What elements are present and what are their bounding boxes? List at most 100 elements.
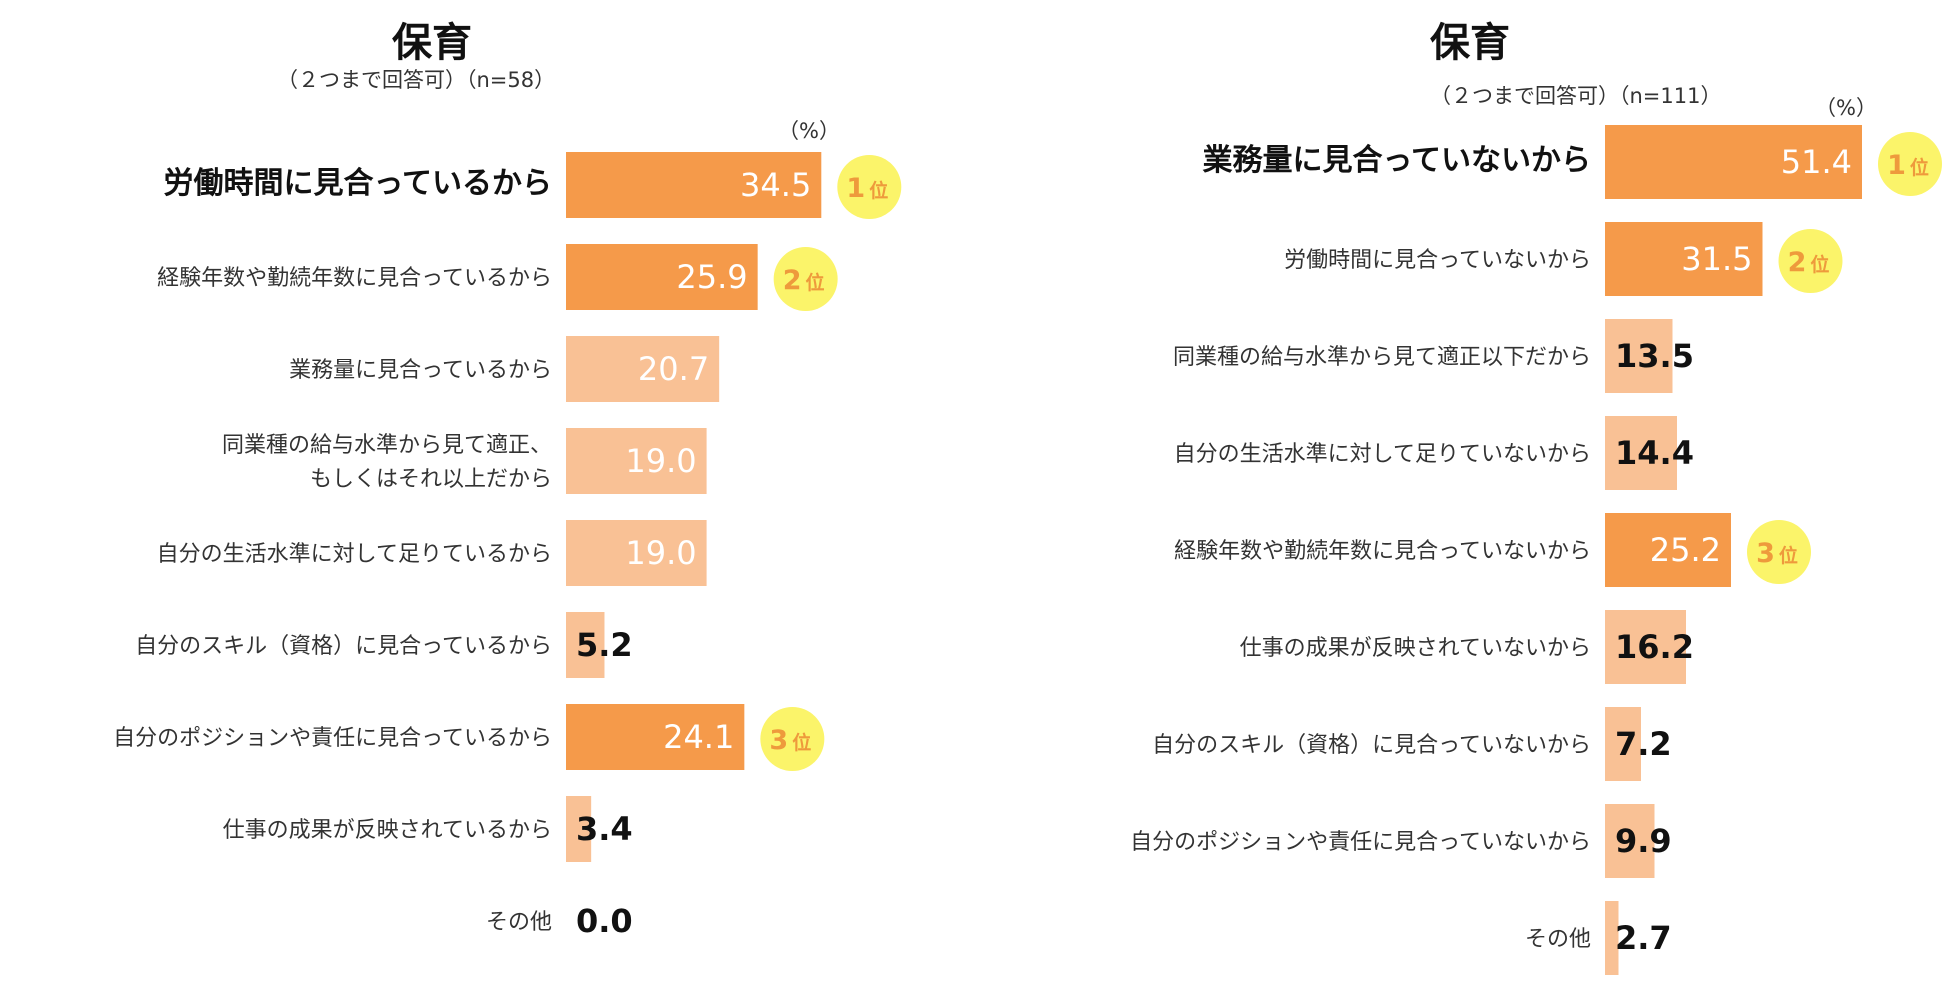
bar (566, 704, 745, 770)
bar (1605, 901, 1619, 975)
category-label: 業務量に見合っていないから (1203, 143, 1592, 178)
category-label: 業務量に見合っているから (289, 358, 552, 383)
category-label-line: 自分の生活水準に対して足りているから (157, 542, 552, 567)
category-label: 自分の生活水準に対して足りているから (157, 542, 552, 567)
category-label: 自分のスキル（資格）に見合っているから (135, 634, 552, 659)
unit-label: （%） (1815, 96, 1877, 120)
value-label: 25.9 (676, 258, 747, 296)
value-label: 25.2 (1650, 531, 1721, 569)
category-label-line: 自分のスキル（資格）に見合っていないから (1152, 733, 1591, 758)
value-label: 51.4 (1781, 143, 1852, 181)
chart-title: 保育 (1430, 20, 1510, 66)
value-label: 19.0 (625, 534, 696, 572)
category-label-line: 業務量に見合っていないから (1203, 143, 1592, 178)
value-label: 9.9 (1615, 822, 1672, 860)
rank-number: 3 (1756, 538, 1775, 569)
category-label: 労働時間に見合っているから (164, 166, 553, 201)
category-label-line: 仕事の成果が反映されていないから (1240, 636, 1591, 661)
category-label-line: その他 (486, 910, 552, 935)
bar (566, 796, 592, 862)
rank-suffix: 位 (869, 179, 888, 202)
bar (1605, 125, 1862, 199)
category-label-line: 自分のポジションや責任に見合っていないから (1130, 830, 1591, 855)
value-label: 24.1 (663, 718, 734, 756)
category-label-line: 経験年数や勤続年数に見合っていないから (1174, 539, 1591, 564)
value-label: 31.5 (1681, 240, 1752, 278)
category-label: 自分のポジションや責任に見合っていないから (1130, 830, 1591, 855)
category-label: 経験年数や勤続年数に見合っているから (157, 266, 552, 291)
rank-badge-circle (1878, 132, 1942, 196)
rank-badge-circle (837, 155, 902, 219)
category-label: 同業種の給与水準から見て適正、もしくはそれ以上だから (222, 433, 552, 492)
category-label-line: 同業種の給与水準から見て適正、 (222, 433, 552, 458)
category-label-line: もしくはそれ以上だから (310, 467, 552, 492)
bar (566, 520, 707, 586)
bar (566, 612, 605, 678)
chart-subtitle: （２つまで回答可）（n=111） (1430, 84, 1722, 108)
rank-number: 1 (1887, 150, 1906, 181)
category-label: 同業種の給与水準から見て適正以下だから (1173, 345, 1591, 370)
value-label: 34.5 (740, 166, 811, 204)
category-label-line: その他 (1525, 927, 1591, 952)
value-label: 0.0 (576, 902, 633, 940)
value-label: 3.4 (576, 810, 633, 848)
category-label-line: 同業種の給与水準から見て適正以下だから (1173, 345, 1591, 370)
bar (1605, 804, 1655, 878)
value-label: 7.2 (1615, 725, 1672, 763)
bar (1605, 610, 1686, 684)
bar (1605, 319, 1673, 393)
category-label: その他 (1525, 927, 1591, 952)
rank-suffix: 位 (1779, 544, 1798, 567)
value-label: 20.7 (638, 350, 709, 388)
bar (1605, 416, 1677, 490)
category-label: 仕事の成果が反映されているから (223, 818, 552, 843)
category-label: 自分の生活水準に対して足りていないから (1174, 442, 1591, 467)
category-label: 自分のスキル（資格）に見合っていないから (1152, 733, 1591, 758)
rank-suffix: 位 (1810, 253, 1829, 276)
category-label: 仕事の成果が反映されていないから (1240, 636, 1591, 661)
bar (566, 244, 758, 310)
category-label-line: 業務量に見合っているから (289, 358, 552, 383)
bar (566, 336, 720, 402)
value-label: 16.2 (1615, 628, 1694, 666)
category-label-line: 経験年数や勤続年数に見合っているから (157, 266, 552, 291)
chart-subtitle: （２つまで回答可）（n=58） (277, 68, 556, 92)
rank-number: 2 (1788, 247, 1807, 278)
rank-badge-circle (1747, 520, 1811, 584)
bar (566, 428, 707, 494)
rank-suffix: 位 (806, 271, 825, 294)
value-label: 13.5 (1615, 337, 1694, 375)
rank-badge-circle (760, 707, 825, 771)
category-label: 経験年数や勤続年数に見合っていないから (1174, 539, 1591, 564)
category-label: 労働時間に見合っていないから (1284, 248, 1591, 273)
bar (1605, 707, 1641, 781)
category-label-line: 自分のポジションや責任に見合っているから (113, 726, 552, 751)
value-label: 5.2 (576, 626, 633, 664)
rank-number: 2 (783, 265, 802, 296)
rank-badge-circle (773, 247, 838, 311)
rank-number: 3 (769, 725, 788, 756)
rank-suffix: 位 (792, 731, 811, 754)
category-label-line: 労働時間に見合っているから (164, 166, 553, 201)
category-label-line: 自分の生活水準に対して足りていないから (1174, 442, 1591, 467)
bar (1605, 513, 1731, 587)
chart-left: 保育 （２つまで回答可）（n=58） （%） 労働時間に見合っているから 34.5… (0, 0, 960, 983)
value-label: 14.4 (1615, 434, 1694, 472)
category-label-line: 仕事の成果が反映されているから (223, 818, 552, 843)
unit-label: （%） (778, 119, 840, 143)
rank-number: 1 (846, 173, 865, 204)
rank-badge-circle (1778, 229, 1843, 293)
chart-right: 保育 （２つまで回答可）（n=111） （%） 業務量に見合っていないから 51.… (1000, 0, 1950, 983)
bar (566, 152, 822, 218)
category-label: 自分のポジションや責任に見合っているから (113, 726, 552, 751)
bar (1605, 222, 1763, 296)
value-label: 19.0 (625, 442, 696, 480)
